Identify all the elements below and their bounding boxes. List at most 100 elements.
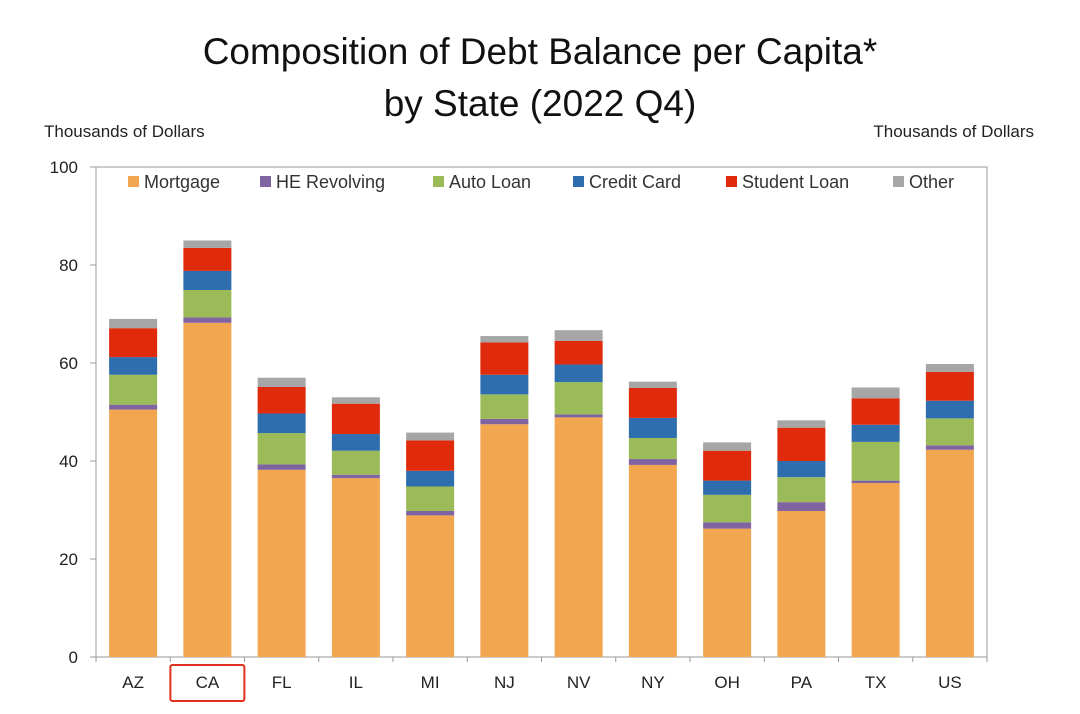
- bar-segment-il-credit-card: [331, 434, 380, 451]
- bar-segment-il-other: [331, 397, 380, 404]
- bar-segment-ca-student-loan: [183, 247, 232, 271]
- bar-segment-ca-auto-loan: [183, 289, 232, 318]
- bar-segment-fl-auto-loan: [257, 433, 306, 465]
- bar-segment-tx-student-loan: [851, 398, 900, 425]
- x-tick-label: OH: [714, 673, 740, 692]
- bar-segment-ny-credit-card: [628, 417, 677, 438]
- bar-segment-nv-credit-card: [554, 364, 603, 383]
- x-tick-label: NY: [641, 673, 665, 692]
- bar-segment-nj-auto-loan: [480, 394, 529, 419]
- bar-segment-nj-student-loan: [480, 342, 529, 375]
- bar-segment-il-student-loan: [331, 403, 380, 435]
- x-tick-label: NV: [567, 673, 591, 692]
- bar-segment-oh-auto-loan: [703, 494, 752, 523]
- bar-segment-nj-mortgage: [480, 424, 529, 657]
- legend-swatch-he-revolving: [260, 176, 271, 187]
- x-tick-label: IL: [349, 673, 363, 692]
- bar-segment-ny-other: [628, 381, 677, 388]
- bar-segment-tx-credit-card: [851, 424, 900, 442]
- bar-segment-az-student-loan: [109, 328, 158, 358]
- x-tick-label: US: [938, 673, 962, 692]
- bar-segment-tx-other: [851, 387, 900, 399]
- y-tick-label: 80: [59, 256, 78, 275]
- bar-segment-nv-student-loan: [554, 340, 603, 365]
- bar-segment-oh-other: [703, 442, 752, 451]
- bar-segment-us-auto-loan: [925, 418, 974, 446]
- chart-title: Composition of Debt Balance per Capita*: [202, 31, 878, 72]
- bar-segment-tx-he-revolving: [851, 480, 900, 484]
- bar-segment-ny-auto-loan: [628, 437, 677, 460]
- legend-label-credit-card: Credit Card: [589, 172, 681, 192]
- bar-segment-oh-mortgage: [703, 528, 752, 657]
- legend-swatch-auto-loan: [433, 176, 444, 187]
- bar-segment-nj-he-revolving: [480, 418, 529, 425]
- legend-label-he-revolving: HE Revolving: [276, 172, 385, 192]
- legend-swatch-other: [893, 176, 904, 187]
- bar-segment-mi-other: [406, 432, 455, 441]
- bar-segment-us-student-loan: [925, 371, 974, 401]
- chart-subtitle: by State (2022 Q4): [383, 83, 697, 124]
- bar-segment-oh-he-revolving: [703, 522, 752, 529]
- bar-segment-az-he-revolving: [109, 404, 158, 410]
- bar-segment-mi-mortgage: [406, 515, 455, 657]
- bar-segment-ny-mortgage: [628, 464, 677, 657]
- legend-label-mortgage: Mortgage: [144, 172, 220, 192]
- bar-segment-pa-student-loan: [777, 427, 826, 461]
- bar-segment-fl-credit-card: [257, 413, 306, 434]
- bar-segment-il-auto-loan: [331, 450, 380, 475]
- y-tick-label: 40: [59, 452, 78, 471]
- bar-segment-nv-mortgage: [554, 417, 603, 657]
- x-tick-label: AZ: [122, 673, 144, 692]
- bar-segment-tx-mortgage: [851, 483, 900, 657]
- bar-segment-nj-other: [480, 336, 529, 343]
- y-tick-label: 100: [50, 158, 78, 177]
- legend-swatch-student-loan: [726, 176, 737, 187]
- bar-segment-ca-other: [183, 240, 232, 248]
- bar-segment-az-other: [109, 318, 158, 329]
- bar-segment-pa-other: [777, 420, 826, 428]
- bar-segment-nv-auto-loan: [554, 382, 603, 415]
- bar-segment-fl-student-loan: [257, 387, 306, 414]
- legend-label-student-loan: Student Loan: [742, 172, 849, 192]
- bar-segment-pa-he-revolving: [777, 502, 826, 511]
- bar-segment-mi-he-revolving: [406, 510, 455, 516]
- bar-segment-pa-mortgage: [777, 510, 826, 657]
- bar-segment-nj-credit-card: [480, 374, 529, 395]
- legend-label-other: Other: [909, 172, 954, 192]
- bar-segment-il-mortgage: [331, 478, 380, 657]
- bar-segment-az-credit-card: [109, 357, 158, 375]
- y-axis-label-right: Thousands of Dollars: [873, 122, 1034, 141]
- bar-segment-mi-student-loan: [406, 440, 455, 471]
- bar-segment-us-other: [925, 363, 974, 372]
- y-axis-label-left: Thousands of Dollars: [44, 122, 205, 141]
- bar-segment-nv-other: [554, 330, 603, 341]
- bar-segment-mi-auto-loan: [406, 486, 455, 511]
- x-tick-label: TX: [865, 673, 887, 692]
- x-tick-label: MI: [421, 673, 440, 692]
- bar-segment-ca-he-revolving: [183, 317, 232, 323]
- bar-segment-az-mortgage: [109, 409, 158, 657]
- bar-segment-az-auto-loan: [109, 374, 158, 405]
- y-tick-label: 20: [59, 550, 78, 569]
- bar-segment-ca-credit-card: [183, 270, 232, 290]
- bar-segment-ny-student-loan: [628, 387, 677, 418]
- bar-segment-oh-credit-card: [703, 480, 752, 495]
- bar-segment-mi-credit-card: [406, 470, 455, 487]
- bar-segment-fl-other: [257, 377, 306, 388]
- x-tick-label: CA: [196, 673, 220, 692]
- bar-segment-ny-he-revolving: [628, 459, 677, 465]
- y-tick-label: 60: [59, 354, 78, 373]
- bar-segment-pa-credit-card: [777, 461, 826, 478]
- bar-segment-us-he-revolving: [925, 445, 974, 450]
- bar-segment-il-he-revolving: [331, 474, 380, 479]
- x-tick-label: FL: [272, 673, 292, 692]
- bar-segment-us-mortgage: [925, 449, 974, 657]
- bar-segment-ca-mortgage: [183, 322, 232, 657]
- y-tick-label: 0: [69, 648, 78, 667]
- legend-swatch-credit-card: [573, 176, 584, 187]
- bar-segment-us-credit-card: [925, 400, 974, 419]
- bar-segment-fl-mortgage: [257, 469, 306, 657]
- x-tick-label: PA: [791, 673, 813, 692]
- bar-segment-tx-auto-loan: [851, 441, 900, 481]
